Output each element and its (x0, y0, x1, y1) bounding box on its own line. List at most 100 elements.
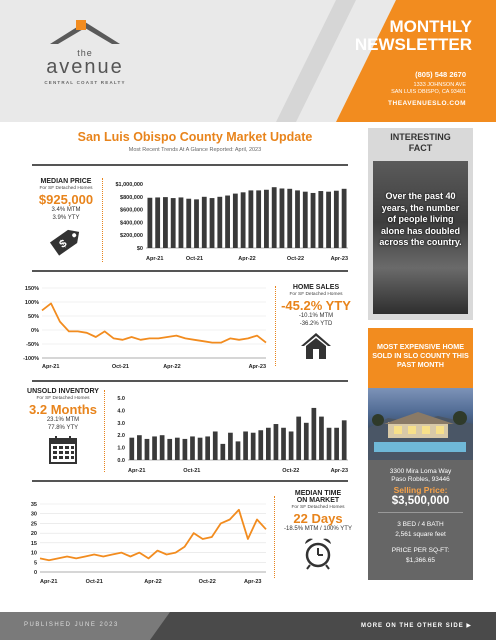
median-price-bar (217, 196, 223, 248)
unsold-inventory-bar (129, 437, 135, 460)
next-page-link[interactable]: MORE ON THE OTHER SIDE ▶ (361, 623, 472, 629)
home-sales-x-tick: Oct-21 (112, 364, 129, 370)
median-price-y-tick: $1,000,000 (115, 182, 143, 188)
home-sales-y-tick: -50% (26, 342, 39, 348)
website-link[interactable]: THEAVENUESLO.COM (388, 100, 466, 107)
unsold-inventory-y-tick: 1.0 (117, 446, 125, 452)
calendar-icon (49, 436, 77, 464)
home-address-line1: 3300 Mira Loma Way (389, 468, 452, 475)
median-price-y-tick: $600,000 (120, 208, 143, 214)
logo[interactable]: the avenue CENTRAL COAST REALTY (30, 18, 140, 88)
unsold-inventory-stat: UNSOLD INVENTORY For SF Detached Homes 3… (24, 388, 102, 470)
median-price-stat: MEDIAN PRICE For SF Detached Homes $925,… (30, 178, 102, 262)
days-on-market-line (39, 508, 267, 562)
unsold-inventory-bar (235, 441, 241, 460)
published-date: PUBLISHED JUNE 2023 (24, 622, 119, 628)
phone-number[interactable]: (805) 548 2670 (415, 70, 466, 79)
section-divider (32, 164, 348, 166)
vertical-separator (102, 178, 103, 262)
most-expensive-home-heading: MOST EXPENSIVE HOME SOLD IN SLO COUNTY T… (372, 342, 469, 369)
days-on-market-stat: MEDIAN TIME ON MARKET For SF Detached Ho… (278, 490, 358, 575)
unsold-inventory-x-tick: Oct-21 (183, 468, 200, 474)
unsold-inventory-bar (152, 436, 157, 460)
days-on-market-x-tick: Apr-21 (40, 579, 57, 585)
home-address-line2: Paso Robles, 93446 (391, 476, 450, 483)
median-price-bar (147, 197, 153, 248)
most-expensive-home-header: MOST EXPENSIVE HOME SOLD IN SLO COUNTY T… (368, 328, 473, 388)
median-price-bar (264, 189, 269, 248)
home-sales-y-tick: 100% (25, 300, 39, 306)
days-on-market-y-tick: 10 (31, 551, 37, 557)
unsold-inventory-yty: 77.8% YTY (47, 424, 79, 431)
home-sales-y-tick: 50% (28, 314, 39, 320)
median-price-chart: $1,000,000 $800,000 $600,000 $400,000 $200,0… (106, 176, 352, 266)
address-line1: 1333 JOHNSON AVE (413, 82, 466, 88)
home-sales-mtm: -10.1% MTM (298, 313, 334, 319)
median-price-x-tick: Apr-21 (146, 256, 163, 262)
home-photo-illustration (368, 411, 473, 460)
home-sales-y-tick: -100% (23, 356, 39, 362)
median-price-bar (225, 195, 230, 248)
sold-divider (378, 512, 463, 513)
section-divider (32, 480, 348, 482)
unsold-inventory-bar (174, 437, 180, 460)
unsold-inventory-x-tick: Oct-22 (282, 468, 299, 474)
median-price-bar (310, 192, 316, 248)
median-price-bar (163, 197, 168, 248)
unsold-inventory-bar (212, 431, 218, 460)
home-sales-line (41, 302, 267, 344)
median-price-x-tick: Apr-22 (238, 256, 255, 262)
home-sales-x-tick: Apr-22 (163, 364, 180, 370)
vertical-separator (275, 286, 276, 366)
median-price-label: MEDIAN PRICE (40, 178, 92, 185)
median-price-sub: For SF Detached Homes (39, 186, 93, 191)
unsold-inventory-bar (190, 436, 195, 460)
days-on-market-y-tick: 25 (31, 521, 37, 527)
days-on-market-value: 22 Days (293, 511, 343, 526)
unsold-inventory-y-tick: 5.0 (117, 396, 125, 402)
page-subtitle: Most Recent Trends At A Glance Reported:… (128, 147, 262, 153)
days-on-market-x-tick: Oct-21 (86, 579, 103, 585)
median-price-bar (279, 188, 285, 248)
unsold-inventory-bar (341, 420, 347, 460)
unsold-inventory-bar (311, 407, 317, 460)
unsold-inventory-bar (220, 443, 226, 460)
price-per-sqft-value: $1,366.65 (406, 557, 435, 564)
unsold-inventory-bar (197, 437, 203, 460)
home-sales-stat: HOME SALES For SF Detached Homes -45.2% … (278, 284, 354, 366)
median-price-y-tick: $400,000 (120, 220, 143, 226)
unsold-inventory-bar (273, 424, 279, 460)
logo-wordmark: avenue (46, 56, 124, 78)
days-on-market-sub: For SF Detached Homes (291, 505, 345, 510)
unsold-inventory-y-tick: 0.0 (117, 458, 125, 464)
page-title: San Luis Obispo County Market Update (77, 130, 313, 144)
median-price-bar (194, 199, 199, 248)
median-price-bar (170, 198, 176, 248)
selling-price-label: Selling Price: (393, 485, 448, 495)
office-address: 1333 JOHNSON AVE SAN LUIS OBISPO, CA 934… (326, 82, 466, 96)
home-sales-y-tick: 150% (25, 286, 39, 292)
home-sales-value: -45.2% YTY (281, 298, 351, 313)
unsold-inventory-bar (159, 435, 165, 460)
median-price-bar (341, 188, 347, 248)
section-divider (32, 270, 348, 272)
days-on-market-x-tick: Apr-23 (244, 579, 261, 585)
median-price-value: $925,000 (38, 192, 94, 207)
most-expensive-home-box: MOST EXPENSIVE HOME SOLD IN SLO COUNTY T… (368, 328, 473, 580)
newsletter-title-line2: NEWSLETTER (354, 35, 472, 54)
fact-title-line1: INTERESTING (390, 132, 451, 142)
days-on-market-x-tick: Oct-22 (199, 579, 216, 585)
days-on-market-y-tick: 0 (34, 570, 37, 576)
home-specs: 3 BED / 4 BATH 2,561 square feet (368, 520, 473, 540)
price-per-sqft: PRICE PER SQ-FT: $1,366.65 (368, 546, 473, 566)
footer: PUBLISHED JUNE 2023 MORE ON THE OTHER SI… (0, 612, 496, 640)
unsold-inventory-bar (296, 416, 302, 460)
address-line2: SAN LUIS OBISPO, CA 93401 (391, 89, 466, 95)
unsold-inventory-sub: For SF Detached Homes (36, 396, 90, 401)
home-sales-label: HOME SALES (292, 284, 340, 291)
unsold-inventory-bar (250, 432, 256, 460)
svg-text:$: $ (57, 237, 69, 250)
interesting-fact-text: Over the past 40 years, the number of pe… (379, 191, 462, 247)
unsold-inventory-bar (205, 436, 211, 460)
